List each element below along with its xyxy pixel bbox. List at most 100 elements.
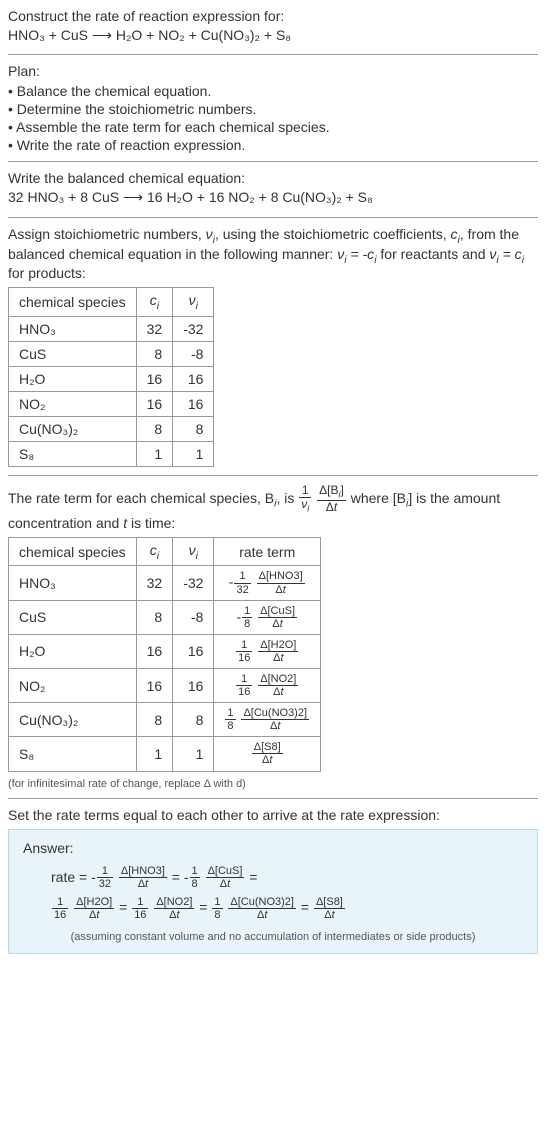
col-vi: νi — [173, 288, 214, 317]
construct-header: Construct the rate of reaction expressio… — [8, 8, 538, 46]
balanced-equation: 32 HNO₃ + 8 CuS ⟶ 16 H₂O + 16 NO₂ + 8 Cu… — [8, 186, 538, 208]
assign-text: Assign stoichiometric numbers, — [8, 226, 206, 242]
balance-title: Write the balanced chemical equation: — [8, 170, 538, 186]
cell-species: HNO₃ — [9, 566, 137, 600]
cell-c: 8 — [136, 417, 173, 442]
cell-species: CuS — [9, 342, 137, 367]
cell-species: S₈ — [9, 442, 137, 467]
table-row: HNO₃32-32 — [9, 317, 214, 342]
cell-c: 16 — [136, 367, 173, 392]
cell-c: 16 — [136, 669, 173, 703]
cell-v: 16 — [173, 669, 214, 703]
table-row: S₈11 — [9, 442, 214, 467]
rate-term-table: chemical species ci νi rate term HNO₃ 32… — [8, 537, 321, 772]
cell-rate-term: 18 Δ[Cu(NO3)2]Δt — [214, 703, 321, 737]
balance-section: Write the balanced chemical equation: 32… — [8, 170, 538, 208]
table-row: Cu(NO₃)₂ 8 8 18 Δ[Cu(NO3)2]Δt — [9, 703, 321, 737]
set-rate-text: Set the rate terms equal to each other t… — [8, 807, 538, 823]
frac-1-over-nu: 1νi — [299, 484, 311, 514]
plan-section: Plan: • Balance the chemical equation. •… — [8, 63, 538, 153]
col-rate-term: rate term — [214, 537, 321, 566]
cell-v: 16 — [173, 392, 214, 417]
answer-note: (assuming constant volume and no accumul… — [23, 931, 523, 943]
nu-eq: νi = -ci — [337, 246, 376, 262]
table-row: S₈ 1 1 Δ[S8]Δt — [9, 737, 321, 771]
rate-term-text: The rate term for each chemical species,… — [8, 484, 538, 530]
table-row: H₂O1616 — [9, 367, 214, 392]
divider — [8, 217, 538, 218]
plan-item: • Assemble the rate term for each chemic… — [8, 119, 538, 135]
table-row: NO₂1616 — [9, 392, 214, 417]
rate-text: is time: — [127, 515, 175, 531]
table-row: NO₂ 16 16 116 Δ[NO2]Δt — [9, 669, 321, 703]
cell-v: 16 — [173, 367, 214, 392]
cell-c: 16 — [136, 634, 173, 668]
construct-title: Construct the rate of reaction expressio… — [8, 8, 538, 24]
cell-species: NO₂ — [9, 392, 137, 417]
col-vi: νi — [173, 537, 214, 566]
cell-c: 8 — [136, 600, 173, 634]
cell-v: -32 — [173, 317, 214, 342]
divider — [8, 54, 538, 55]
plan-item: • Balance the chemical equation. — [8, 83, 538, 99]
divider — [8, 798, 538, 799]
plan-item: • Write the rate of reaction expression. — [8, 137, 538, 153]
cell-species: Cu(NO₃)₂ — [9, 703, 137, 737]
cell-v: -32 — [173, 566, 214, 600]
table-row: CuS 8 -8 -18 Δ[CuS]Δt — [9, 600, 321, 634]
cell-c: 1 — [136, 442, 173, 467]
plan-item: • Determine the stoichiometric numbers. — [8, 101, 538, 117]
assign-text: , using the stoichiometric coefficients, — [215, 226, 451, 242]
rate-text: The rate term for each chemical species,… — [8, 490, 274, 506]
plan-title: Plan: — [8, 63, 538, 79]
unbalanced-equation: HNO₃ + CuS ⟶ H₂O + NO₂ + Cu(NO₃)₂ + S₈ — [8, 24, 538, 46]
cell-v: 16 — [173, 634, 214, 668]
table-row: H₂O 16 16 116 Δ[H2O]Δt — [9, 634, 321, 668]
cell-species: H₂O — [9, 634, 137, 668]
col-species: chemical species — [9, 288, 137, 317]
divider — [8, 475, 538, 476]
rate-text: where [B — [351, 490, 406, 506]
cell-c: 1 — [136, 737, 173, 771]
divider — [8, 161, 538, 162]
cell-c: 16 — [136, 392, 173, 417]
cell-c: 32 — [136, 566, 173, 600]
table-header-row: chemical species ci νi rate term — [9, 537, 321, 566]
cell-rate-term: 116 Δ[H2O]Δt — [214, 634, 321, 668]
cell-species: H₂O — [9, 367, 137, 392]
table-row: CuS8-8 — [9, 342, 214, 367]
infinitesimal-note: (for infinitesimal rate of change, repla… — [8, 778, 538, 790]
cell-rate-term: -18 Δ[CuS]Δt — [214, 600, 321, 634]
answer-box: Answer: rate = -132 Δ[HNO3]Δt = -18 Δ[Cu… — [8, 829, 538, 955]
c-i: ci — [451, 226, 460, 242]
cell-c: 8 — [136, 703, 173, 737]
cell-rate-term: Δ[S8]Δt — [214, 737, 321, 771]
cell-c: 32 — [136, 317, 173, 342]
cell-v: 1 — [173, 442, 214, 467]
cell-species: HNO₃ — [9, 317, 137, 342]
table-header-row: chemical species ci νi — [9, 288, 214, 317]
stoich-table: chemical species ci νi HNO₃32-32 CuS8-8 … — [8, 287, 214, 467]
col-species: chemical species — [9, 537, 137, 566]
cell-v: 1 — [173, 737, 214, 771]
cell-v: 8 — [173, 703, 214, 737]
nu-i: νi — [206, 226, 215, 242]
rate-text: , is — [276, 490, 298, 506]
cell-v: -8 — [173, 342, 214, 367]
rate-expression: rate = -132 Δ[HNO3]Δt = -18 Δ[CuS]Δt = 1… — [51, 862, 523, 924]
cell-rate-term: -132 Δ[HNO3]Δt — [214, 566, 321, 600]
cell-species: CuS — [9, 600, 137, 634]
col-ci: ci — [136, 288, 173, 317]
assign-section: Assign stoichiometric numbers, νi, using… — [8, 226, 538, 282]
table-row: HNO₃ 32 -32 -132 Δ[HNO3]Δt — [9, 566, 321, 600]
answer-title: Answer: — [23, 840, 523, 856]
cell-species: NO₂ — [9, 669, 137, 703]
plan-list: • Balance the chemical equation. • Deter… — [8, 83, 538, 153]
cell-species: Cu(NO₃)₂ — [9, 417, 137, 442]
assign-text: for products: — [8, 265, 86, 281]
frac-dB-dt: Δ[Bi]Δt — [317, 484, 346, 514]
cell-c: 8 — [136, 342, 173, 367]
cell-v: 8 — [173, 417, 214, 442]
table-row: Cu(NO₃)₂88 — [9, 417, 214, 442]
assign-text: for reactants and — [377, 246, 490, 262]
